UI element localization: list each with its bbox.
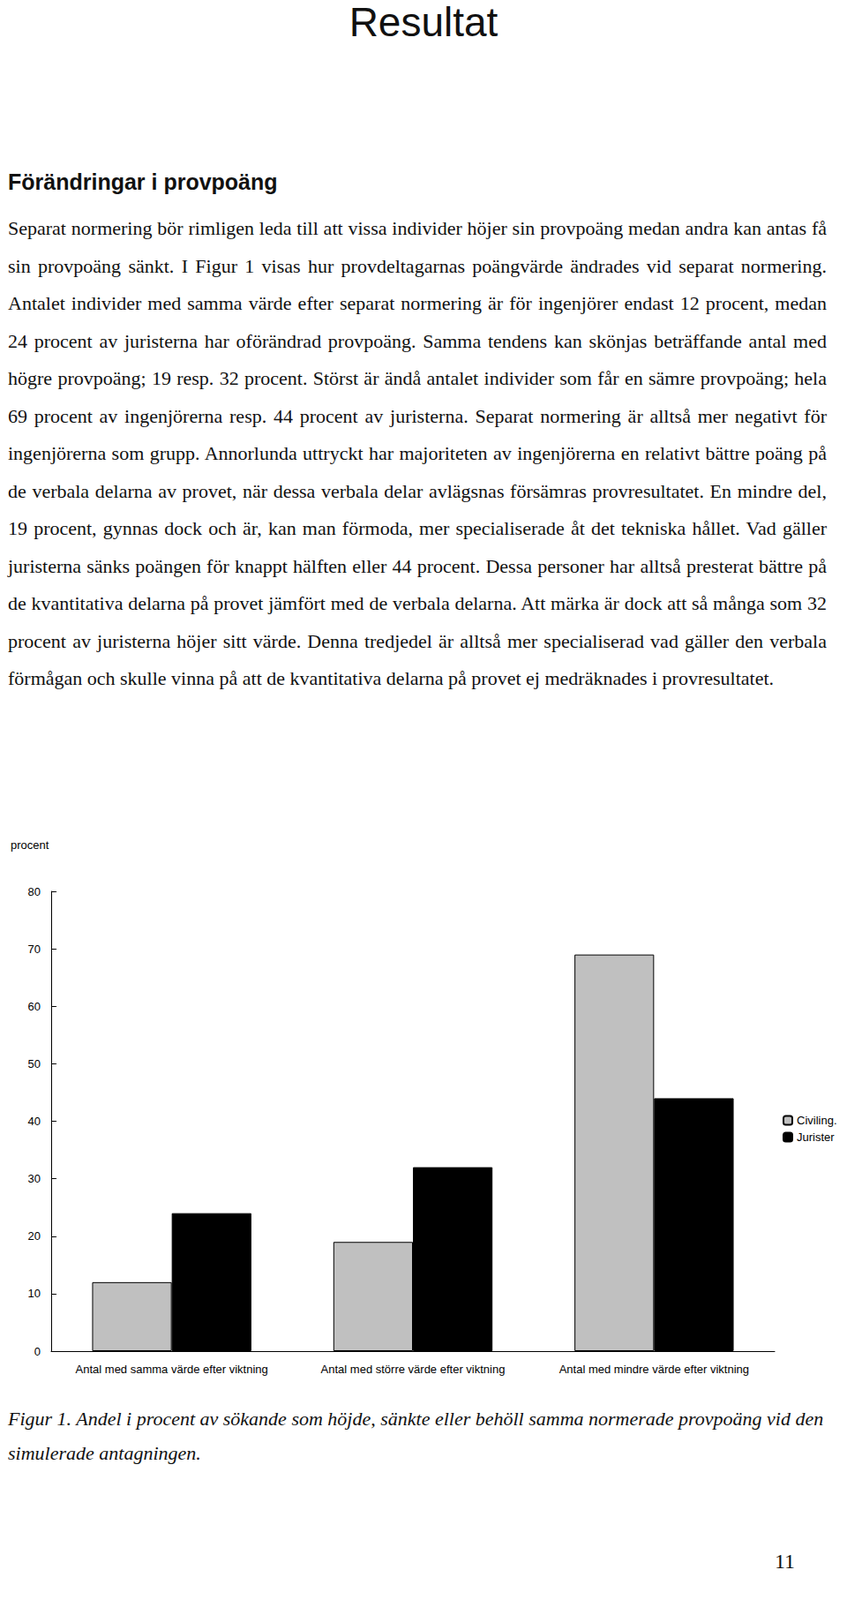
html-text:Separat normering bör rimligen: Separat normering bör rimligen leda till… bbox=[7, 217, 827, 690]
svg-text:60: 60 bbox=[28, 999, 41, 1013]
svg-text:Jurister: Jurister bbox=[796, 1130, 835, 1144]
svg-text:80: 80 bbox=[28, 884, 41, 899]
svg-text:Civiling.: Civiling. bbox=[796, 1113, 838, 1127]
svg-text:procent: procent bbox=[10, 838, 50, 852]
svg-text:Antal med samma värde efter vi: Antal med samma värde efter viktning bbox=[75, 1362, 269, 1376]
svg-text:50: 50 bbox=[28, 1056, 41, 1071]
svg-text:40: 40 bbox=[28, 1114, 41, 1128]
svg-text:Antal med större värde efter v: Antal med större värde efter viktning bbox=[321, 1362, 506, 1376]
html-text:Figur 1. Andel i procent av sö: Figur 1. Andel i procent av sökande som … bbox=[7, 1407, 824, 1464]
svg-text:10: 10 bbox=[28, 1286, 41, 1300]
html-text:11: 11 bbox=[774, 1549, 796, 1573]
svg-text:30: 30 bbox=[28, 1171, 41, 1185]
html-text:Förändringar i provpoäng: Förändringar i provpoäng bbox=[7, 169, 278, 195]
svg-text:0: 0 bbox=[34, 1344, 41, 1358]
svg-text:70: 70 bbox=[28, 942, 41, 956]
svg-text:20: 20 bbox=[28, 1229, 41, 1243]
svg-text:Antal med mindre värde efter v: Antal med mindre värde efter viktning bbox=[559, 1362, 750, 1376]
html-text:Resultat: Resultat bbox=[349, 0, 498, 45]
